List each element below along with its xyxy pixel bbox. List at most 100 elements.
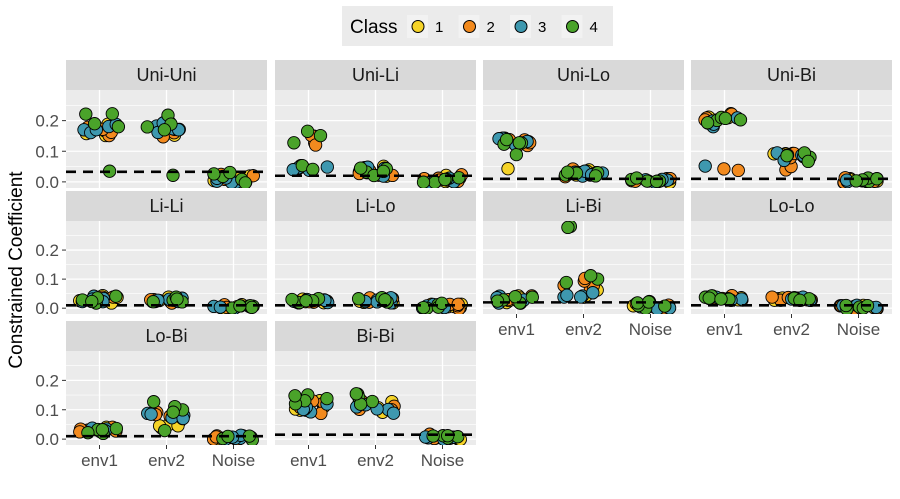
legend-symbol-class-3	[514, 20, 528, 33]
panel-uni-bi: Uni-Bi	[691, 60, 892, 188]
panel-strip	[66, 191, 267, 221]
data-point-class-4	[109, 289, 123, 303]
y-tick-label: 0.1	[35, 270, 59, 289]
data-point-class-4	[320, 391, 334, 406]
points	[698, 288, 884, 314]
data-point-class-4	[157, 123, 172, 137]
panel-li-lo: Li-Lo	[275, 191, 476, 314]
data-point-class-3	[213, 300, 228, 314]
x-tick-label: env1	[498, 320, 535, 339]
panel-strip	[691, 60, 892, 90]
panel-title: Lo-Bi	[145, 326, 187, 346]
panel-strip	[275, 191, 476, 221]
data-point-class-4	[166, 405, 180, 419]
x-tick-label: env2	[148, 451, 185, 470]
panel-title: Uni-Uni	[136, 65, 196, 85]
data-point-class-2	[731, 163, 745, 178]
data-point-class-4	[702, 291, 716, 305]
data-point-class-4	[147, 395, 161, 409]
panel-uni-uni: Uni-Uni	[66, 60, 267, 188]
data-point-class-4	[170, 292, 184, 306]
data-point-class-4	[714, 292, 728, 306]
data-point-class-3	[574, 290, 588, 304]
data-point-class-4	[365, 394, 379, 409]
panel-bi-bi: Bi-Bi	[275, 321, 476, 445]
y-tick-label: 0.2	[35, 241, 59, 260]
panel-strip	[275, 60, 476, 90]
data-point-class-4	[111, 120, 126, 134]
y-tick-label: 0.0	[35, 430, 59, 449]
data-point-class-4	[245, 300, 259, 314]
data-point-class-4	[416, 300, 431, 314]
panel-title: Lo-Lo	[768, 196, 814, 216]
data-point-class-2	[765, 290, 779, 304]
data-point-class-4	[416, 175, 431, 188]
panel-title: Li-Lo	[355, 196, 395, 216]
data-point-class-1	[501, 162, 515, 176]
panel-title: Uni-Li	[352, 65, 399, 85]
legend: Class 1 2 3 4	[342, 6, 613, 46]
panel-title: Li-Bi	[565, 196, 601, 216]
data-point-class-4	[313, 128, 328, 143]
panel-strip	[483, 191, 684, 221]
data-point-class-4	[288, 389, 302, 403]
y-tick-label: 0.2	[35, 112, 59, 131]
x-tick-label: env1	[290, 451, 327, 470]
data-point-class-4	[733, 113, 748, 127]
data-point-class-4	[435, 296, 449, 310]
data-point-class-4	[849, 174, 863, 188]
data-point-class-4	[561, 221, 575, 235]
data-point-class-4	[207, 167, 221, 181]
x-tick-label: Noise	[421, 451, 464, 470]
legend-label-class-4: 4	[590, 19, 598, 36]
panel-lo-lo: Lo-Lo	[691, 191, 892, 314]
panel-strip	[691, 191, 892, 221]
panel-uni-lo: Uni-Lo	[483, 60, 684, 188]
data-point-class-4	[512, 136, 526, 150]
points	[77, 107, 260, 188]
data-point-class-4	[95, 423, 110, 437]
data-point-class-4	[140, 120, 154, 134]
panel-strip	[66, 60, 267, 90]
legend-label-class-3: 3	[538, 19, 546, 36]
points	[492, 131, 677, 188]
data-point-class-4	[300, 124, 315, 138]
panel-title: Bi-Bi	[356, 326, 394, 346]
panel-uni-li: Uni-Li	[275, 60, 476, 188]
x-axes: env1 env2 Noise env1 env2 Noise env1 env2 Noise e…	[81, 314, 880, 470]
x-tick-label: Noise	[212, 451, 255, 470]
data-point-class-4	[287, 136, 301, 150]
legend-symbol-class-2	[463, 20, 476, 33]
legend-symbol-class-1	[411, 20, 425, 33]
data-point-class-4	[349, 387, 363, 401]
y-tick-label: 0.1	[35, 401, 59, 420]
data-point-class-3	[560, 288, 574, 302]
data-point-class-3	[386, 406, 401, 420]
panel-title: Uni-Bi	[767, 65, 816, 85]
points	[73, 395, 259, 445]
data-point-class-4	[509, 147, 524, 162]
data-point-class-4	[351, 292, 366, 306]
panel-li-li: Li-Li	[66, 191, 267, 314]
data-point-class-4	[87, 117, 102, 131]
data-point-class-4	[525, 290, 539, 304]
panel-strip	[483, 60, 684, 90]
y-axis-title: Constrained Coefficient	[6, 171, 27, 369]
legend-title: Class	[350, 17, 398, 38]
x-tick-label: env2	[565, 320, 602, 339]
data-point-class-4	[452, 171, 466, 185]
x-tick-label: Noise	[837, 320, 880, 339]
data-point-class-3	[586, 286, 600, 300]
x-tick-label: env2	[773, 320, 810, 339]
data-point-class-4	[560, 165, 575, 179]
y-tick-label: 0.0	[35, 173, 59, 192]
data-point-class-4	[780, 149, 794, 163]
data-point-class-3	[698, 159, 712, 173]
panel-strip	[275, 321, 476, 351]
legend-symbol-class-4	[566, 20, 579, 33]
data-point-class-4	[559, 275, 573, 290]
x-tick-label: env2	[357, 451, 394, 470]
data-point-class-4	[354, 161, 368, 175]
x-tick-label: env1	[706, 320, 743, 339]
